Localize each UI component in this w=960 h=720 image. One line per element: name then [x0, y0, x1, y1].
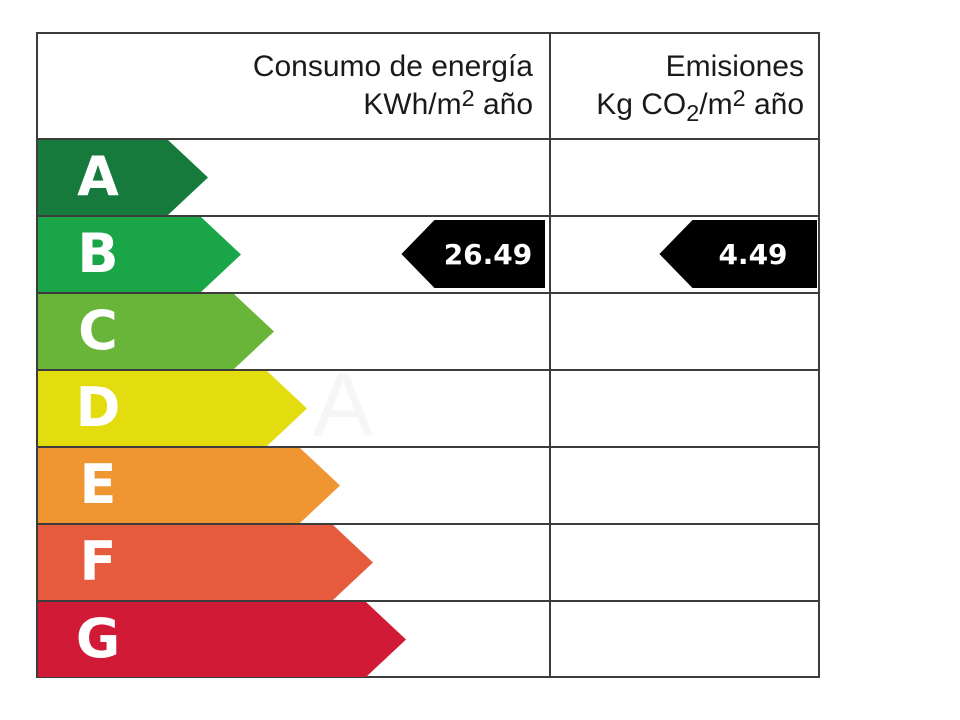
row-separator	[38, 600, 818, 602]
rating-row-f: F	[38, 525, 549, 600]
column-divider	[549, 34, 551, 676]
rating-letter: A	[77, 145, 119, 208]
rating-row-g: G	[38, 602, 549, 677]
rating-row-b: B	[38, 217, 549, 292]
rating-arrow-g: G	[38, 602, 406, 677]
emisiones-unit: Kg CO2/m2 año	[596, 84, 804, 127]
rating-letter: E	[79, 453, 117, 516]
rating-row-a: A	[38, 140, 549, 215]
rating-arrow-d: D	[38, 371, 307, 446]
consumo-unit: KWh/m2 año	[363, 84, 533, 121]
emisiones-value-tag-text: 4.49	[718, 237, 788, 271]
rating-arrow-a: A	[38, 140, 208, 215]
rating-letter: C	[78, 299, 118, 362]
rating-letter: D	[75, 376, 121, 439]
rating-arrow-c: C	[38, 294, 274, 369]
row-separator	[38, 292, 818, 294]
rating-arrow-e: E	[38, 448, 340, 523]
row-separator	[38, 446, 818, 448]
consumo-value-tag: 26.49	[400, 219, 546, 289]
row-separator	[38, 215, 818, 217]
row-separator	[38, 138, 818, 140]
rating-row-d: D	[38, 371, 549, 446]
emisiones-value-tag: 4.49	[658, 219, 818, 289]
consumo-header: Consumo de energía KWh/m2 año	[38, 34, 549, 138]
emisiones-header: Emisiones Kg CO2/m2 año	[551, 34, 818, 138]
consumo-value-tag-text: 26.49	[443, 237, 533, 271]
rating-row-c: C	[38, 294, 549, 369]
row-separator	[38, 369, 818, 371]
rating-letter: B	[77, 222, 119, 285]
rating-letter: G	[75, 607, 121, 670]
rating-row-e: E	[38, 448, 549, 523]
rating-letter: F	[79, 530, 117, 593]
consumo-title: Consumo de energía	[252, 50, 533, 83]
rating-arrow-b: B	[38, 217, 241, 292]
emisiones-title: Emisiones	[665, 50, 804, 83]
energy-label: Consumo de energía KWh/m2 año Emisiones …	[36, 32, 820, 678]
row-separator	[38, 523, 818, 525]
rating-arrow-f: F	[38, 525, 373, 600]
